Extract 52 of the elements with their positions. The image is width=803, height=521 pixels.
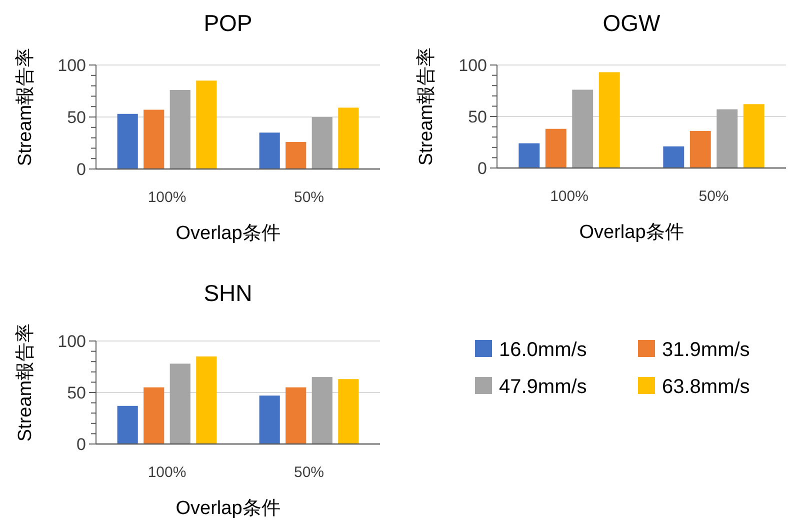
bar [338,108,359,169]
bar [259,396,280,444]
chart-title: POP [204,10,252,36]
bar [286,142,306,169]
y-tick-label: 0 [76,435,86,454]
bar [170,364,190,444]
bar [259,132,280,169]
y-tick-label: 50 [468,108,487,126]
y-tick-label: 0 [478,159,487,178]
x-axis-title: Overlap条件 [176,223,280,244]
legend-label: 16.0mm/s [499,339,587,361]
bar [518,143,540,168]
x-axis-title: Overlap条件 [579,222,684,243]
bar [572,90,594,168]
bar [312,377,332,444]
y-axis-title: Stream報告率 [14,48,36,166]
y-tick-label: 100 [58,332,86,351]
x-tick-label: 50% [698,188,729,205]
chart-title: SHN [204,280,252,306]
x-tick-label: 100% [550,188,588,205]
y-tick-label: 100 [58,56,86,75]
legend-label: 63.8mm/s [662,376,750,398]
bar [117,114,138,169]
bar [663,146,684,168]
bar [144,110,164,169]
bar [690,130,711,168]
y-axis-title: Stream報告率 [415,47,437,166]
y-axis-title: Stream報告率 [14,323,36,442]
bar [170,90,190,169]
bar [117,406,138,444]
bar [338,379,359,444]
chart-title: OGW [602,10,661,36]
bar [312,117,332,169]
x-tick-label: 100% [148,189,186,206]
x-axis-title: Overlap条件 [176,498,280,519]
bar [598,72,620,168]
x-tick-label: 50% [294,464,324,481]
y-tick-label: 50 [67,108,86,127]
legend-label: 47.9mm/s [499,376,587,398]
x-tick-label: 100% [148,464,186,481]
bar [196,356,217,444]
y-tick-label: 100 [458,56,487,75]
bar [196,80,217,169]
bar [144,387,164,444]
y-tick-label: 50 [67,384,86,402]
bar [743,104,764,168]
x-tick-label: 50% [294,189,324,206]
legend-label: 31.9mm/s [662,339,750,361]
bar [716,109,738,168]
bar [545,128,566,168]
y-tick-label: 0 [76,160,86,179]
bar [286,387,306,444]
